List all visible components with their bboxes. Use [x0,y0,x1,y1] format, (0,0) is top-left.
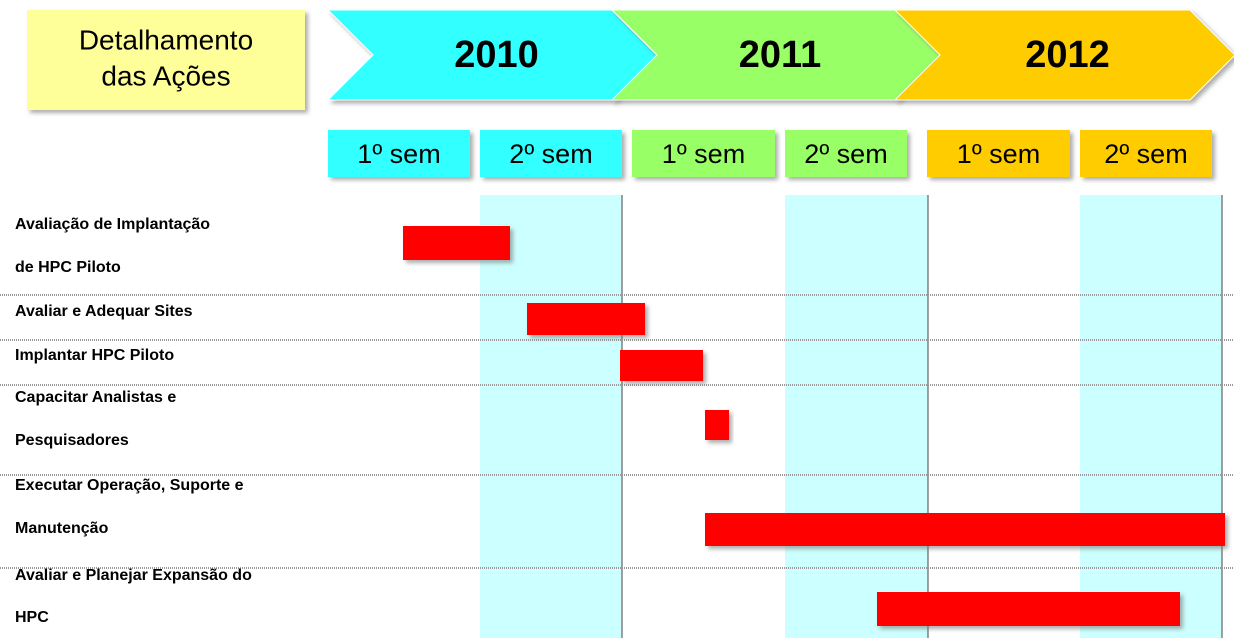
year-label: 2012 [1025,34,1110,76]
year-label: 2010 [454,34,539,76]
task-bar [877,592,1180,626]
semester-box [632,130,775,177]
task-bar [620,350,703,381]
task-label: de HPC Piloto [15,259,121,276]
task-label: Executar Operação, Suporte e [15,477,244,494]
semester-box [927,130,1070,177]
semester-box [1080,130,1212,177]
title-line: Detalhamento [79,24,253,55]
semester-label: 2º sem [509,139,592,169]
semester-box [480,130,622,177]
semester-label: 1º sem [662,139,745,169]
task-label: Avaliar e Adequar Sites [15,303,193,320]
semester-label: 1º sem [357,139,440,169]
task-label: HPC [15,609,49,626]
column-stripe [1080,195,1222,638]
title-box [27,10,305,110]
task-label: Implantar HPC Piloto [15,347,174,364]
semester-label: 2º sem [804,139,887,169]
task-bar [705,513,1225,546]
column-stripe [785,195,928,638]
year-arrow [893,9,1234,101]
year-label: 2011 [739,34,821,76]
task-label: Pesquisadores [15,432,129,449]
semester-box [328,130,470,177]
semester-label: 1º sem [957,139,1040,169]
task-label: Avaliação de Implantação [15,216,210,233]
task-bar [527,303,645,335]
task-bar [403,226,510,260]
semester-label: 2º sem [1104,139,1187,169]
task-label: Avaliar e Planejar Expansão do [15,567,252,584]
task-label: Capacitar Analistas e [15,389,176,406]
task-label: Manutenção [15,520,109,537]
column-stripe [480,195,622,638]
title-line: das Ações [101,60,230,91]
semester-box [785,130,907,177]
task-bar [705,410,729,440]
